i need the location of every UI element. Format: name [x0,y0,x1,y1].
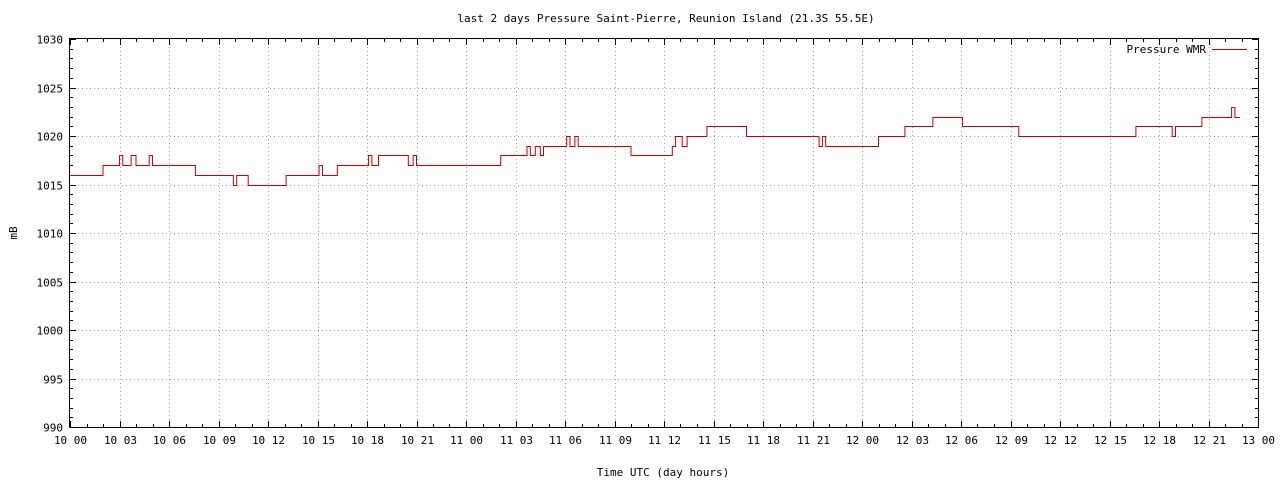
x-tick-label: 12 09 [995,434,1028,447]
y-tick-label: 1025 [37,83,64,96]
x-tick-label: 12 12 [1044,434,1077,447]
x-tick-label: 10 15 [302,434,335,447]
y-tick-label: 1010 [37,228,64,241]
x-tick-label: 12 21 [1193,434,1226,447]
pressure-series-line [70,107,1240,186]
x-tick-label: 11 09 [599,434,632,447]
x-tick-label: 10 00 [54,434,87,447]
x-axis-label: Time UTC (day hours) [597,466,729,479]
x-tick-label: 11 15 [698,434,731,447]
x-tick-label: 12 15 [1094,434,1127,447]
y-tick-label: 1015 [37,180,64,193]
x-tick-label: 10 21 [401,434,434,447]
y-tick-label: 1020 [37,131,64,144]
x-tick-label: 10 06 [153,434,186,447]
x-tick-label: 10 09 [203,434,236,447]
x-tick-label: 12 18 [1143,434,1176,447]
x-tick-label: 11 21 [797,434,830,447]
legend: Pressure WMR [1127,43,1247,56]
x-tick-label: 10 12 [252,434,285,447]
x-tick-label: 10 18 [351,434,384,447]
chart-title: last 2 days Pressure Saint-Pierre, Reuni… [457,12,874,25]
y-tick-label: 995 [43,374,63,387]
x-axis-ticks: 10 00 10 03 10 06 10 09 10 12 10 15 10 18 10 21… [54,39,1275,447]
y-tick-label: 1000 [37,325,64,338]
y-axis-label: mB [7,226,20,240]
x-tick-label: 11 03 [500,434,533,447]
x-tick-label: 11 06 [549,434,582,447]
y-tick-label: 1030 [37,34,64,47]
x-tick-label: 11 18 [747,434,780,447]
plot-frame [69,38,1259,428]
x-tick-label: 10 03 [104,434,137,447]
y-tick-label: 1005 [37,277,64,290]
y-tick-label: 990 [43,422,63,435]
x-tick-label: 11 12 [648,434,681,447]
x-tick-label: 12 03 [896,434,929,447]
y-axis-ticks: 990 995 1000 1005 1010 1015 1020 1025 1030 [37,34,1258,435]
x-tick-label: 13 00 [1242,434,1275,447]
x-tick-label: 12 00 [846,434,879,447]
x-tick-label: 11 00 [450,434,483,447]
x-tick-label: 12 06 [945,434,978,447]
legend-label: Pressure WMR [1127,43,1207,56]
grid [70,39,1258,427]
